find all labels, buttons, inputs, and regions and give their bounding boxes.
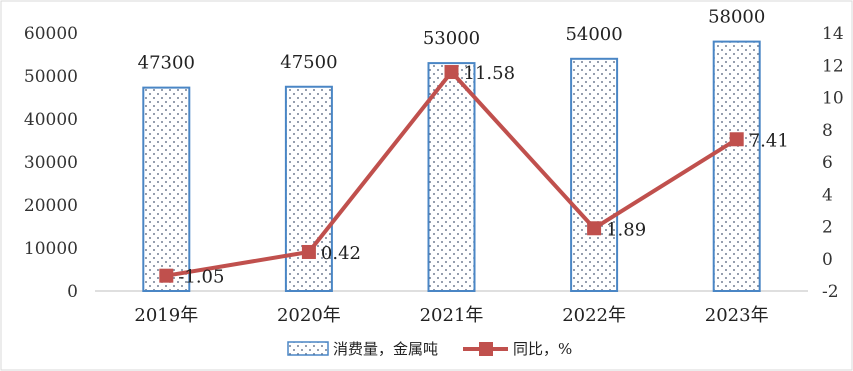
- legend-label-bar: 消费量，金属吨: [333, 340, 438, 358]
- bar: [712, 40, 761, 292]
- bar-data-label: 53000: [423, 28, 480, 49]
- left-tick-label: 40000: [24, 110, 78, 130]
- line-data-label: 1.89: [606, 219, 646, 240]
- bar-data-label: 47300: [138, 53, 195, 74]
- line-data-label: -1.05: [178, 267, 224, 288]
- line-marker: [444, 65, 459, 80]
- legend-label-line: 同比，%: [513, 340, 572, 358]
- left-tick-label: 10000: [24, 239, 78, 259]
- right-tick-label: 4: [822, 185, 833, 205]
- left-tick-label: 60000: [24, 24, 78, 44]
- bar-data-label: 54000: [565, 24, 622, 45]
- line-marker: [301, 244, 316, 259]
- line-data-label: 0.42: [321, 243, 361, 264]
- line-marker: [587, 221, 602, 236]
- x-axis: 2019年 2020年 2021年 2022年 2023年: [134, 305, 768, 326]
- bar-data-label: 58000: [708, 7, 765, 28]
- line-marker: [159, 268, 174, 283]
- line-data-label: 7.41: [749, 130, 789, 151]
- legend-swatch-bar: [287, 341, 329, 356]
- left-tick-label: 20000: [24, 196, 78, 216]
- x-tick-label: 2021年: [420, 305, 484, 326]
- bar: [570, 57, 619, 292]
- x-tick-label: 2022年: [562, 305, 626, 326]
- right-tick-label: 8: [822, 121, 833, 141]
- bar-series: 47300 47500 53000 54000 58000: [138, 7, 765, 292]
- left-tick-label: 0: [67, 282, 78, 302]
- x-tick-label: 2023年: [705, 305, 769, 326]
- x-tick-label: 2019年: [134, 305, 198, 326]
- legend: 消费量，金属吨 同比，%: [287, 340, 572, 358]
- right-tick-label: 12: [822, 56, 844, 76]
- bar: [142, 86, 191, 292]
- bar-data-label: 47500: [280, 52, 337, 73]
- bar: [427, 62, 476, 292]
- legend-swatch-marker: [479, 342, 493, 356]
- right-tick-label: 0: [822, 250, 833, 270]
- bar: [284, 85, 333, 292]
- left-axis: 0 10000 20000 30000 40000 50000 60000: [24, 24, 78, 302]
- left-tick-label: 30000: [24, 153, 78, 173]
- right-tick-label: -2: [822, 282, 839, 302]
- line-series: -1.05 0.42 11.58 1.89 7.41: [159, 63, 789, 288]
- x-tick-label: 2020年: [277, 305, 341, 326]
- right-tick-label: 10: [822, 89, 844, 109]
- left-tick-label: 50000: [24, 67, 78, 87]
- right-axis: -2 0 2 4 6 8 10 12 14: [822, 24, 844, 302]
- line-data-label: 11.58: [464, 63, 516, 84]
- line-marker: [729, 132, 744, 147]
- right-tick-label: 14: [822, 24, 844, 44]
- right-tick-label: 6: [822, 153, 833, 173]
- right-tick-label: 2: [822, 218, 833, 238]
